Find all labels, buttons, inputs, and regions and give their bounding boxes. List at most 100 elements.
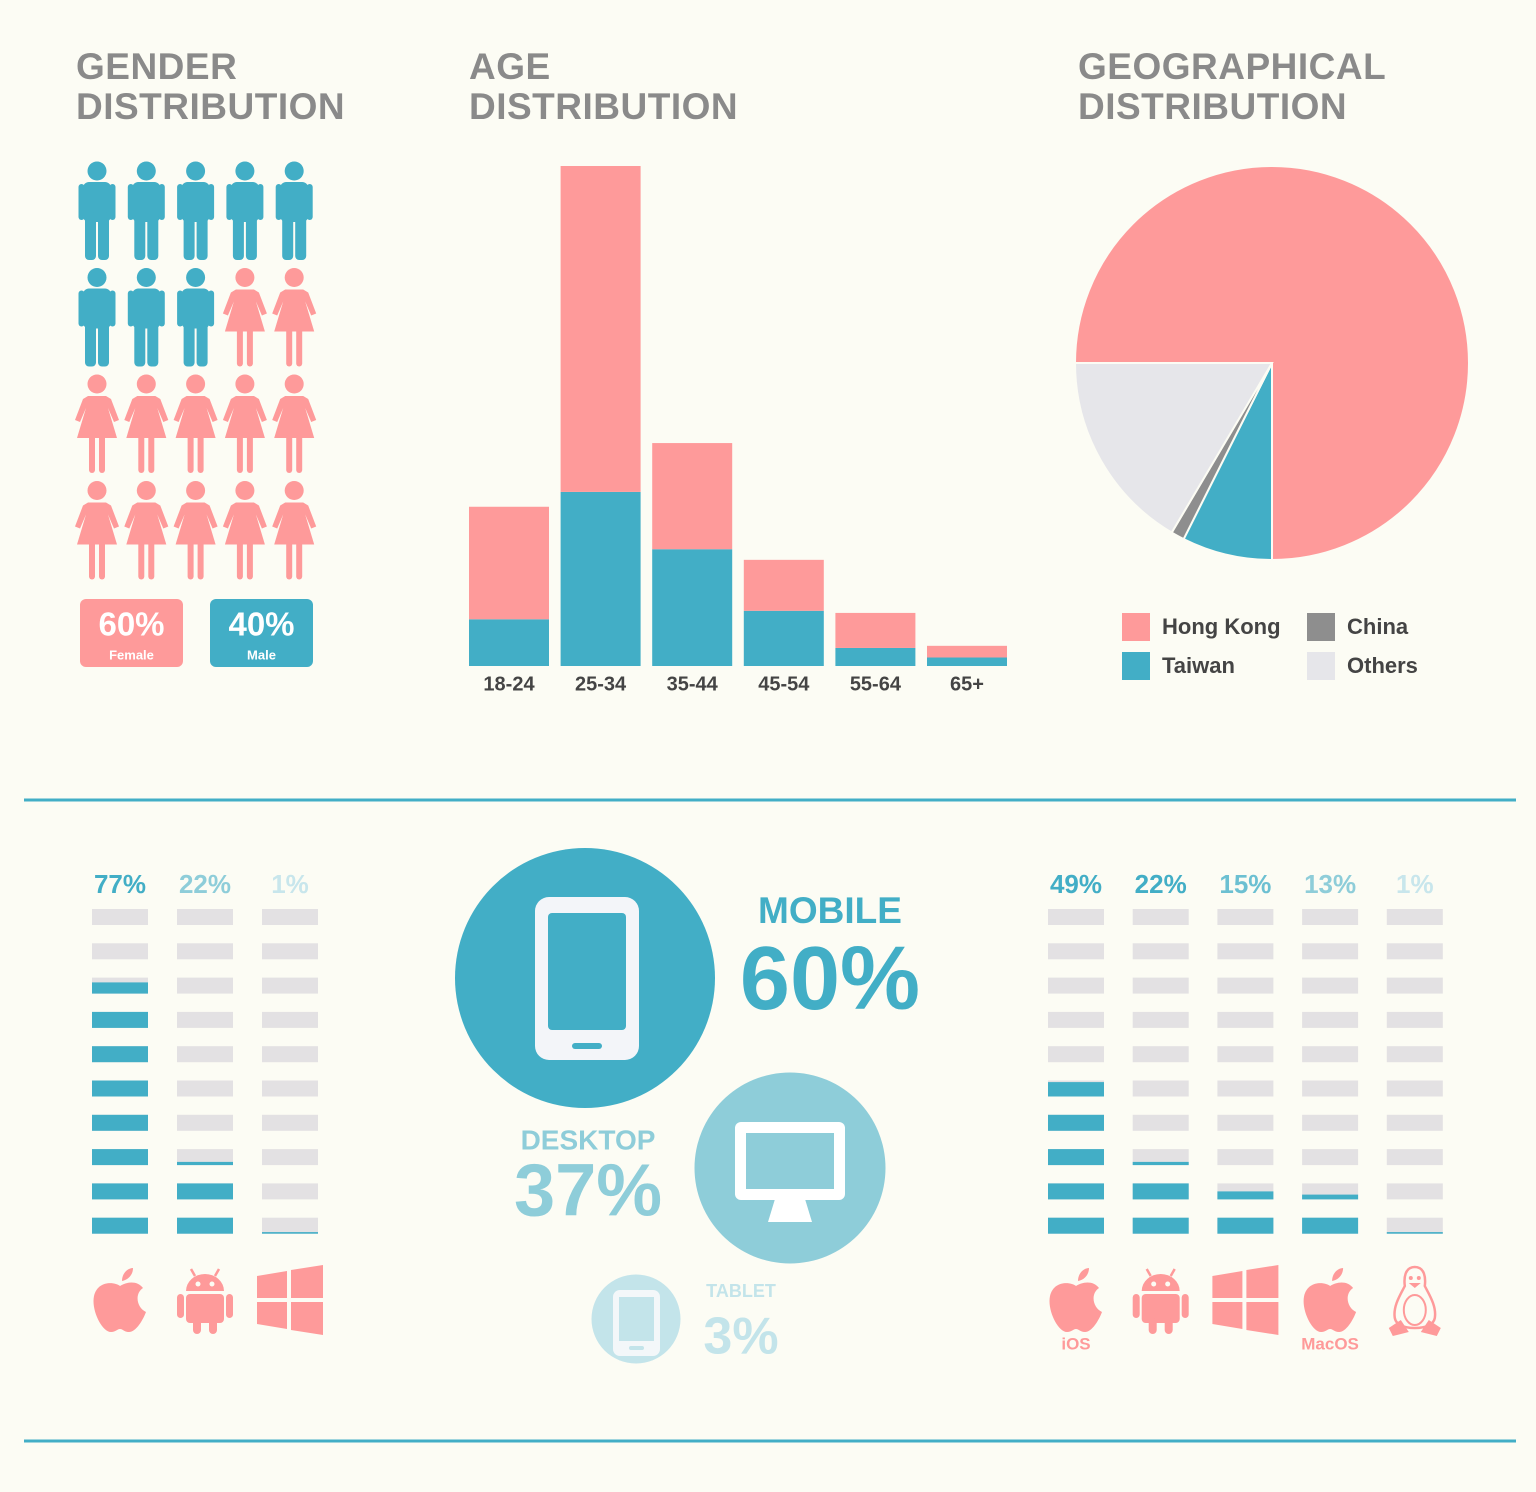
- person-icon: [275, 161, 313, 260]
- segment-track: [1386, 1217, 1443, 1234]
- person-icon: [124, 481, 169, 580]
- person-icon: [127, 268, 165, 367]
- value-label: 1%: [271, 869, 309, 899]
- person-icon: [272, 374, 317, 473]
- person-icon: [75, 481, 119, 580]
- label-box: [80, 599, 183, 667]
- bar-segment: [835, 647, 916, 666]
- segment-track: [1386, 1149, 1443, 1166]
- legend-label: Taiwan: [1162, 653, 1235, 678]
- person-icon: [78, 161, 116, 260]
- segment-fill: [1132, 1183, 1189, 1200]
- segment-fill: [177, 1161, 233, 1166]
- person-icon: [127, 161, 165, 260]
- os-icon: [177, 1268, 233, 1334]
- segment-track: [1217, 943, 1274, 960]
- segment-track: [1217, 909, 1274, 925]
- legend-label: China: [1347, 614, 1409, 639]
- category-label: DESKTOP: [521, 1124, 656, 1155]
- segment-track: [1132, 943, 1189, 960]
- os-icon: [93, 1268, 146, 1332]
- bar-segment: [927, 645, 1007, 658]
- segment-track: [262, 1114, 318, 1131]
- person-icon: [177, 268, 215, 367]
- segment-fill: [1132, 1161, 1189, 1166]
- os-icon: [1049, 1268, 1102, 1332]
- legend-label: Others: [1347, 653, 1418, 678]
- bar-segment: [560, 166, 641, 492]
- segment-track: [1048, 1046, 1104, 1063]
- person-icon: [177, 161, 215, 260]
- segment-track: [92, 943, 148, 960]
- bar-segment: [743, 610, 824, 666]
- segment-fill: [92, 1080, 148, 1097]
- segment-track: [262, 1149, 318, 1166]
- segment-track: [177, 1011, 233, 1028]
- segment-track: [1132, 1114, 1189, 1131]
- segment-track: [1302, 977, 1359, 994]
- bar-segment: [743, 559, 824, 611]
- person-icon: [75, 374, 119, 473]
- segment-track: [177, 1080, 233, 1097]
- value-label: 77%: [94, 869, 146, 899]
- segment-fill: [262, 1232, 318, 1234]
- segment-track: [1386, 1114, 1443, 1131]
- segment-track: [1217, 1149, 1274, 1166]
- segment-track: [1132, 1046, 1189, 1063]
- segment-track: [1302, 1011, 1359, 1028]
- segment-track: [1386, 1011, 1443, 1028]
- segment-track: [177, 943, 233, 960]
- pie-slice: [1073, 165, 1470, 562]
- segment-fill: [92, 982, 148, 994]
- person-icon: [222, 374, 267, 473]
- x-tick-label: 18-24: [483, 673, 535, 695]
- person-icon: [272, 268, 317, 367]
- segment-track: [1217, 977, 1274, 994]
- segment-fill: [92, 1114, 148, 1131]
- person-icon: [222, 481, 267, 580]
- segment-fill: [1302, 1194, 1359, 1200]
- legend-label: Hong Kong: [1162, 614, 1281, 639]
- segment-fill: [1217, 1191, 1274, 1200]
- category-label: Female: [109, 647, 154, 662]
- person-icon: [173, 374, 218, 473]
- segment-track: [262, 1011, 318, 1028]
- value-label: 60%: [740, 929, 920, 1029]
- pie-slice: [1073, 362, 1274, 534]
- segment-track: [1302, 1114, 1359, 1131]
- segment-track: [177, 909, 233, 925]
- segment-fill: [1132, 1217, 1189, 1234]
- bar-segment: [652, 443, 733, 550]
- segment-track: [1386, 1046, 1443, 1063]
- segment-track: [262, 977, 318, 994]
- value-label: 40%: [228, 606, 294, 643]
- value-label: 22%: [1135, 869, 1187, 899]
- segment-fill: [92, 1217, 148, 1234]
- segment-track: [1132, 1080, 1189, 1097]
- bar-segment: [835, 612, 916, 648]
- person-icon: [173, 481, 218, 580]
- segment-track: [177, 977, 233, 994]
- segment-track: [1048, 977, 1104, 994]
- x-tick-label: 25-34: [575, 673, 627, 695]
- segment-track: [1132, 1149, 1189, 1166]
- segment-fill: [1048, 1149, 1104, 1166]
- segment-fill: [1386, 1232, 1443, 1234]
- phone-icon: [535, 897, 639, 1060]
- category-label: MOBILE: [758, 890, 902, 931]
- value-label: 1%: [1396, 869, 1434, 899]
- category-label: iOS: [1061, 1334, 1090, 1353]
- segment-fill: [1048, 1114, 1104, 1131]
- segment-track: [1386, 977, 1443, 994]
- segment-track: [1132, 909, 1189, 925]
- bar-segment: [652, 549, 733, 666]
- x-tick-label: 45-54: [758, 673, 810, 695]
- os-icon: [1388, 1265, 1441, 1336]
- chart-title: AGE DISTRIBUTION: [469, 46, 739, 127]
- segment-fill: [92, 1011, 148, 1028]
- value-label: 37%: [514, 1149, 662, 1232]
- x-tick-label: 65+: [950, 673, 984, 695]
- value-label: 15%: [1219, 869, 1271, 899]
- os-icon: [257, 1265, 323, 1335]
